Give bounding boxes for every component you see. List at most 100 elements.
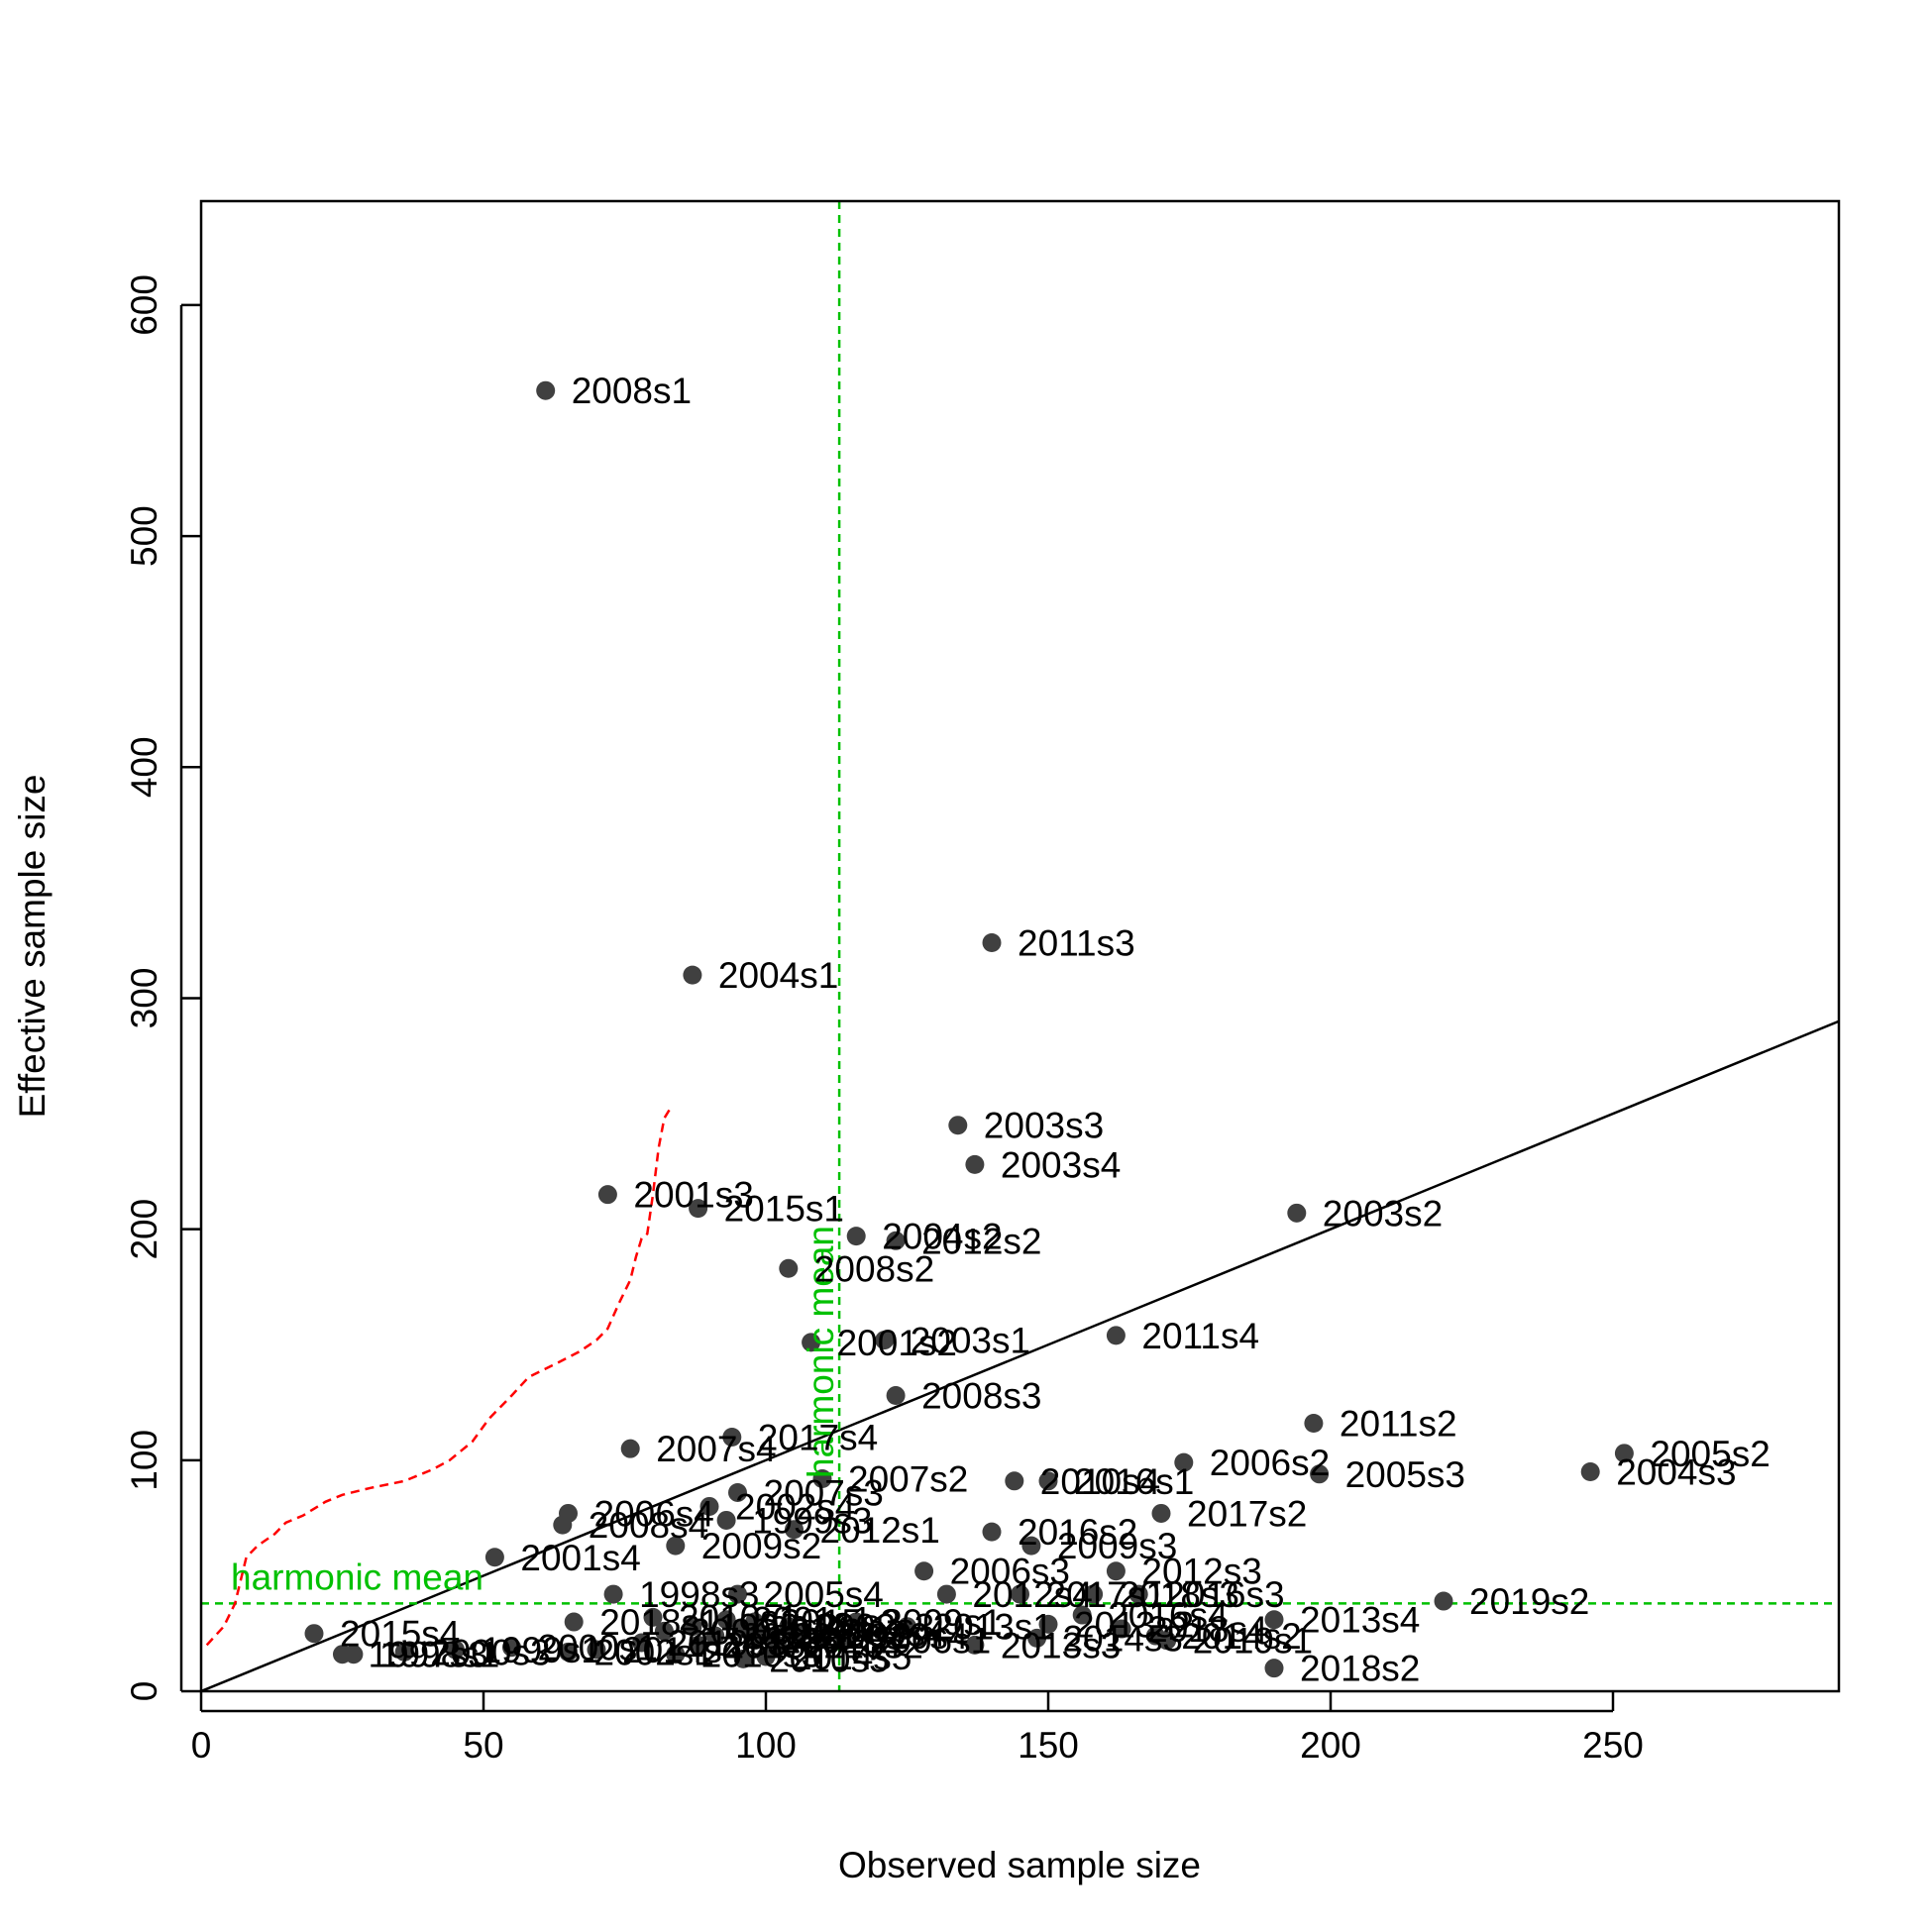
y-tick-label: 400: [124, 736, 164, 798]
data-point: [553, 1515, 573, 1535]
data-point: [936, 1584, 956, 1604]
data-point: [1287, 1203, 1307, 1223]
y-tick-label: 200: [124, 1199, 164, 1260]
data-point: [564, 1612, 584, 1632]
data-point: [886, 1386, 906, 1406]
point-label: 2017s3: [792, 1616, 912, 1657]
data-point: [699, 1496, 719, 1516]
data-point: [446, 1640, 465, 1660]
data-point: [1112, 1619, 1131, 1639]
point-label: 2005s3: [1345, 1454, 1465, 1495]
data-point: [982, 933, 1002, 953]
data-point: [745, 1631, 765, 1651]
point-label: 2010s4: [1040, 1461, 1160, 1502]
data-point: [1106, 1561, 1126, 1581]
x-axis-title: Observed sample size: [838, 1845, 1201, 1885]
point-label: 2001s4: [520, 1538, 640, 1578]
data-point: [632, 1633, 652, 1653]
point-label: 2015s4: [340, 1614, 460, 1655]
identity-line: [201, 1020, 1839, 1691]
data-point: [559, 1642, 578, 1662]
data-point: [1264, 1659, 1284, 1678]
data-point: [846, 1612, 866, 1632]
data-point: [1027, 1628, 1047, 1648]
point-label: 1999s1: [482, 1630, 601, 1670]
point-label: 2011s4: [1141, 1316, 1259, 1356]
data-point: [705, 1626, 725, 1646]
data-point: [982, 1522, 1002, 1542]
data-point: [1157, 1631, 1177, 1651]
point-label: 2008s3: [921, 1376, 1041, 1417]
data-point: [654, 1621, 674, 1641]
point-label: 2007s4: [656, 1429, 776, 1469]
y-axis-title: Effective sample size: [12, 775, 53, 1119]
y-tick-label: 300: [124, 968, 164, 1029]
point-label: 2004s1: [718, 955, 838, 996]
point-label: 2010s3: [701, 1635, 821, 1675]
data-point: [733, 1619, 753, 1639]
point-label: 2003s3: [984, 1106, 1104, 1146]
point-label: 2002s1: [594, 1632, 714, 1672]
point-label: 2016s4: [1108, 1595, 1228, 1636]
point-label: 2015s3: [781, 1602, 901, 1643]
data-point: [666, 1536, 686, 1556]
data-point: [643, 1607, 663, 1627]
point-label: 1999s3: [752, 1500, 872, 1541]
point-label: 2011s2: [1340, 1404, 1457, 1445]
point-label: 2014s1: [769, 1609, 889, 1650]
data-point: [965, 1635, 985, 1655]
x-tick-label: 250: [1582, 1725, 1644, 1766]
point-label: 2005s2: [1650, 1434, 1770, 1474]
data-point: [733, 1649, 753, 1668]
point-label: 2006s3: [950, 1552, 1070, 1592]
data-point: [1304, 1414, 1324, 1434]
data-point: [965, 1154, 985, 1174]
point-label: 2004s3: [1616, 1451, 1736, 1492]
data-point: [835, 1631, 855, 1651]
point-label: 2002s4: [735, 1486, 855, 1527]
y-tick-label: 100: [124, 1430, 164, 1491]
point-label: 2015s2: [724, 1625, 844, 1665]
point-label: 2000s2: [690, 1611, 809, 1652]
point-label: 2006s4: [594, 1493, 714, 1534]
data-point: [536, 380, 556, 400]
data-point: [948, 1116, 968, 1135]
point-label: 2012s1: [820, 1510, 940, 1551]
point-label: 2010s2: [803, 1625, 922, 1665]
point-label: 2001s1: [752, 1600, 872, 1641]
data-point: [1005, 1471, 1024, 1491]
quantile-curve: [205, 1108, 672, 1647]
point-label: 2006s1: [871, 1621, 991, 1662]
point-label: 2019s3: [668, 1623, 788, 1664]
point-label: 2017s2: [1187, 1493, 1307, 1534]
harmonic-mean-label-vertical: harmonic mean: [801, 1226, 841, 1478]
point-label: 2013s2: [1074, 1604, 1194, 1645]
data-point: [1072, 1605, 1092, 1625]
point-label: 2002s3: [814, 1607, 934, 1648]
data-point: [1614, 1444, 1634, 1463]
data-point: [1128, 1584, 1148, 1604]
point-label: 2010s1: [679, 1597, 799, 1638]
point-label: 2011s1: [741, 1616, 859, 1657]
data-point: [728, 1584, 747, 1604]
point-label: 2018s3: [1120, 1574, 1239, 1615]
point-label: 2016s2: [1018, 1512, 1137, 1553]
point-label: 2018s1: [599, 1602, 719, 1643]
data-point: [1038, 1471, 1058, 1491]
data-point: [1106, 1326, 1126, 1345]
data-point: [728, 1482, 747, 1502]
point-label: 2009s2: [701, 1526, 821, 1566]
data-point: [785, 1520, 804, 1540]
data-point: [1310, 1464, 1330, 1484]
x-tick-label: 150: [1018, 1725, 1079, 1766]
point-label: 2019s4: [848, 1616, 968, 1657]
data-point: [1434, 1591, 1453, 1611]
point-label: 2012s2: [921, 1221, 1041, 1261]
point-label: 2007s3: [764, 1472, 884, 1513]
x-tick-label: 200: [1300, 1725, 1361, 1766]
plot-frame: [199, 199, 1841, 1693]
point-label: 2009s3: [1057, 1526, 1177, 1566]
point-label: 2009s4: [825, 1614, 945, 1655]
data-point: [304, 1624, 324, 1644]
